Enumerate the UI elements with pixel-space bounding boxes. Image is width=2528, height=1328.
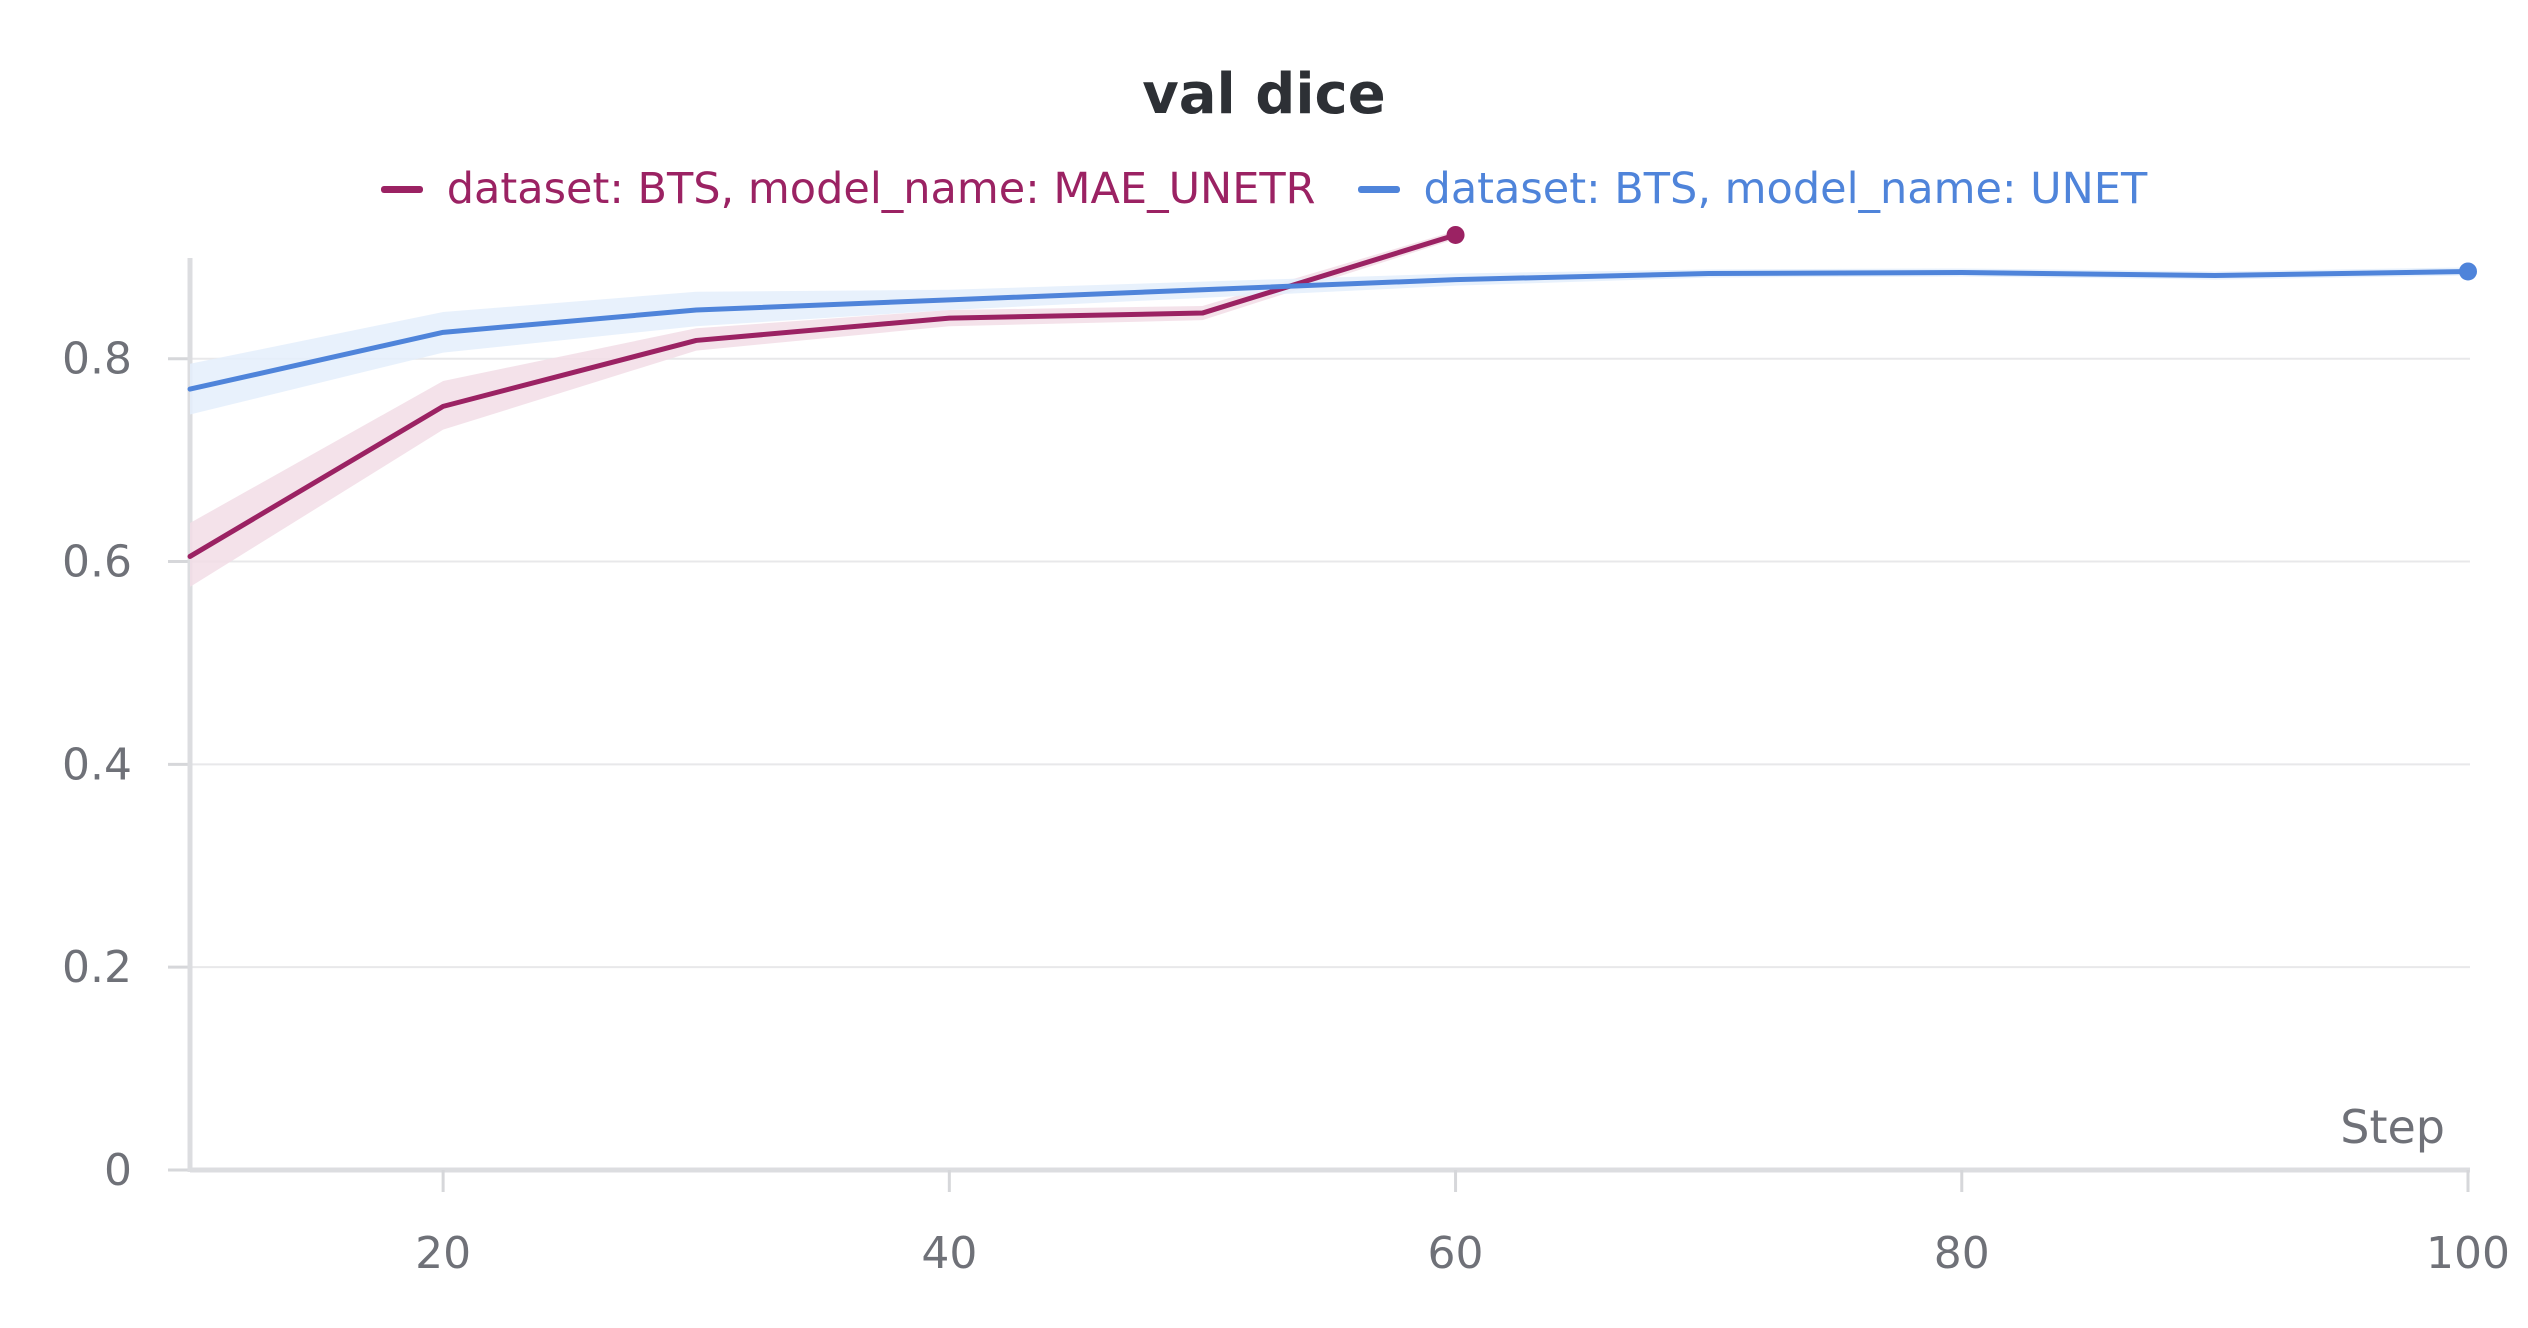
y-tick-label: 0.6 — [62, 537, 132, 588]
legend-label-unet: dataset: BTS, model_name: UNET — [1423, 164, 2148, 214]
confidence-band — [190, 267, 2468, 415]
y-tick-label: 0.2 — [62, 942, 132, 993]
series-lines — [187, 225, 2477, 559]
x-tick-label: 80 — [1934, 1228, 1990, 1279]
confidence-band — [190, 230, 1456, 587]
grid-lines — [190, 357, 2470, 969]
series-end-point[interactable] — [2459, 262, 2477, 281]
legend-swatch-unet — [1357, 185, 1400, 193]
x-tick-label: 60 — [1428, 1228, 1484, 1279]
legend-item-mae-unetr[interactable]: dataset: BTS, model_name: MAE_UNETR — [380, 164, 1316, 214]
tick-labels: 0 0.2 0.4 0.6 0.8 20 40 60 80 100 Step — [62, 334, 2510, 1279]
series-line[interactable] — [187, 232, 1459, 559]
confidence-bands — [190, 230, 2468, 587]
y-tick-label: 0.8 — [62, 334, 132, 385]
x-axis-title: Step — [2340, 1100, 2445, 1154]
x-tick-label: 100 — [2426, 1228, 2510, 1279]
chart-title: val dice — [1142, 62, 1386, 127]
series-line[interactable] — [187, 268, 2471, 392]
x-tick-label: 20 — [415, 1228, 471, 1279]
x-tick-label: 40 — [921, 1228, 977, 1279]
y-tick-label: 0.4 — [62, 739, 132, 790]
legend-item-unet[interactable]: dataset: BTS, model_name: UNET — [1357, 164, 2148, 214]
series-end-point[interactable] — [1446, 225, 1465, 244]
legend-label-mae-unetr: dataset: BTS, model_name: MAE_UNETR — [446, 164, 1316, 214]
y-tick-label: 0 — [104, 1145, 132, 1196]
legend: dataset: BTS, model_name: MAE_UNETR data… — [0, 164, 2528, 214]
legend-swatch-mae-unetr — [380, 185, 423, 193]
